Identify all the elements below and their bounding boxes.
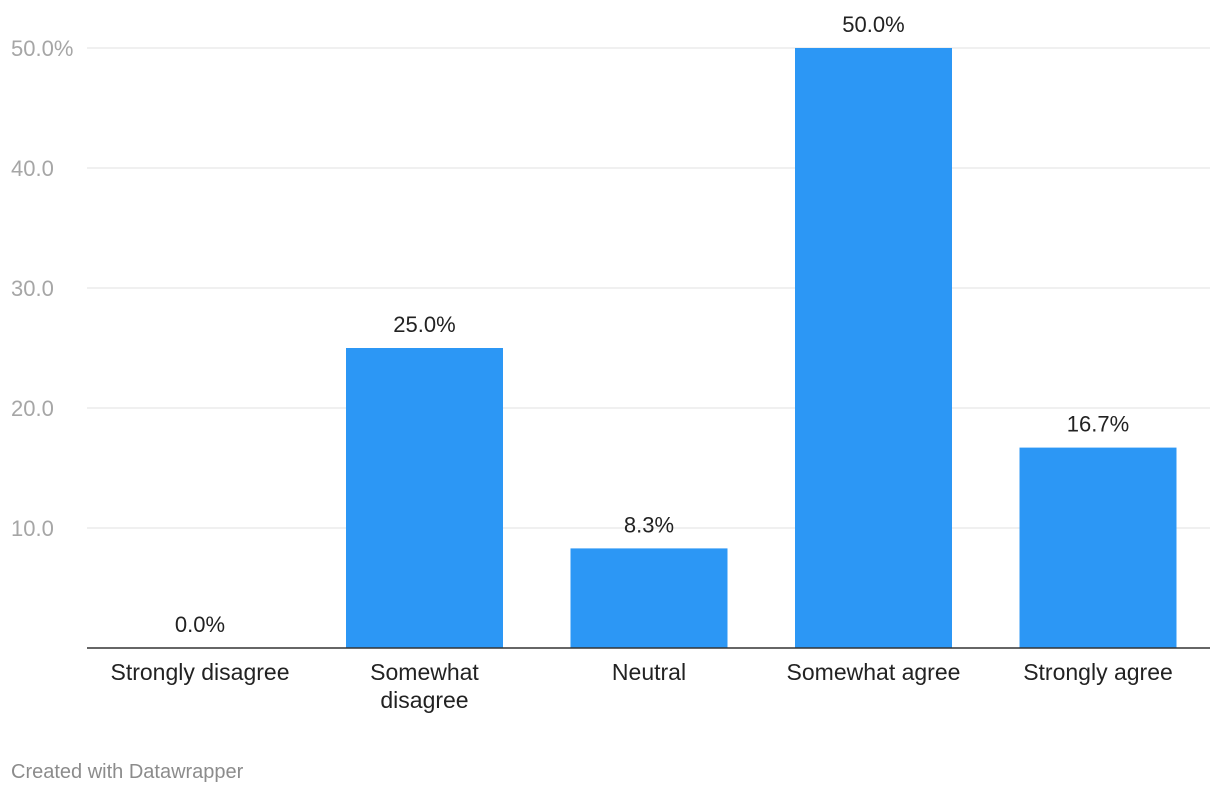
y-tick-label: 40.0 (11, 156, 54, 181)
x-tick-label: Strongly agree (1023, 659, 1173, 685)
y-tick-label: 10.0 (11, 516, 54, 541)
y-tick-label: 20.0 (11, 396, 54, 421)
x-tick-label: Strongly disagree (111, 659, 290, 685)
data-label: 25.0% (393, 312, 455, 337)
x-tick-label: Somewhat disagree (370, 659, 479, 713)
y-axis-ticks: 10.0 20.0 30.0 40.0 50.0% (11, 36, 73, 541)
bar (1019, 447, 1177, 648)
data-label: 8.3% (624, 512, 674, 537)
data-label: 16.7% (1067, 412, 1129, 437)
y-tick-label: 30.0 (11, 276, 54, 301)
bar (795, 48, 952, 648)
x-tick-label: Somewhat agree (787, 659, 961, 685)
bars (346, 48, 1177, 648)
x-axis-ticks: Strongly disagree Somewhat disagree Neutral… (111, 659, 1173, 713)
data-labels: 0.0% 25.0% 8.3% 50.0% 16.7% (175, 12, 1129, 637)
x-tick-label: Neutral (612, 659, 686, 685)
credit-text: Created with Datawrapper (11, 761, 244, 783)
data-label: 0.0% (175, 612, 225, 637)
bar (346, 348, 503, 648)
data-label: 50.0% (842, 12, 904, 37)
y-tick-label: 50.0% (11, 36, 73, 61)
bar (570, 548, 728, 648)
